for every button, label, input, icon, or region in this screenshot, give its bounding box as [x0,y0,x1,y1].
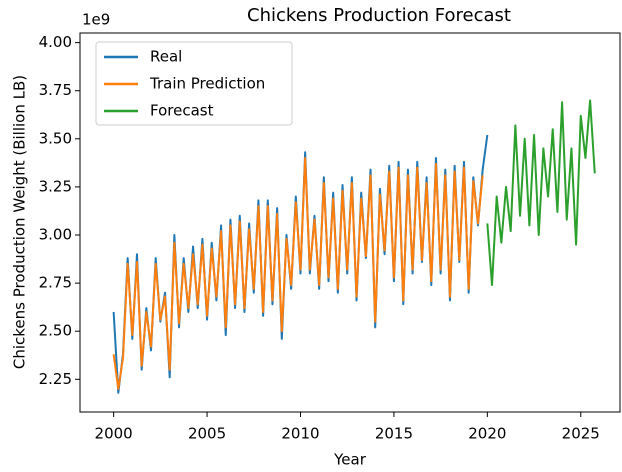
series-line [486,99,596,287]
series-line [112,157,484,390]
legend-label: Real [150,48,182,66]
y-axis-label: Chickens Production Weight (Billion LB) [11,75,29,369]
y-tick-label: 3.00 [39,226,72,244]
x-tick-label: 2005 [188,425,226,443]
y-tick-label: 4.00 [39,33,72,51]
y-tick-label: 2.75 [39,274,72,292]
y-offset-label: 1e9 [82,11,110,29]
chart-title: Chickens Production Forecast [247,5,511,26]
x-axis-label: Year [333,451,367,469]
y-tick-label: 2.50 [39,322,72,340]
y-tick-label: 2.25 [39,370,72,388]
x-tick-label: 2015 [375,425,413,443]
legend-label: Forecast [150,102,214,120]
x-tick-label: 2020 [468,425,506,443]
x-tick-label: 2000 [95,425,133,443]
plot-frame [79,32,621,413]
y-tick-label: 3.25 [39,177,72,195]
legend-label: Train Prediction [149,75,265,93]
legend-box [95,41,293,126]
y-tick-label: 3.75 [39,81,72,99]
x-tick-label: 2025 [562,425,600,443]
x-tick-label: 2010 [281,425,319,443]
y-tick-label: 3.50 [39,129,72,147]
